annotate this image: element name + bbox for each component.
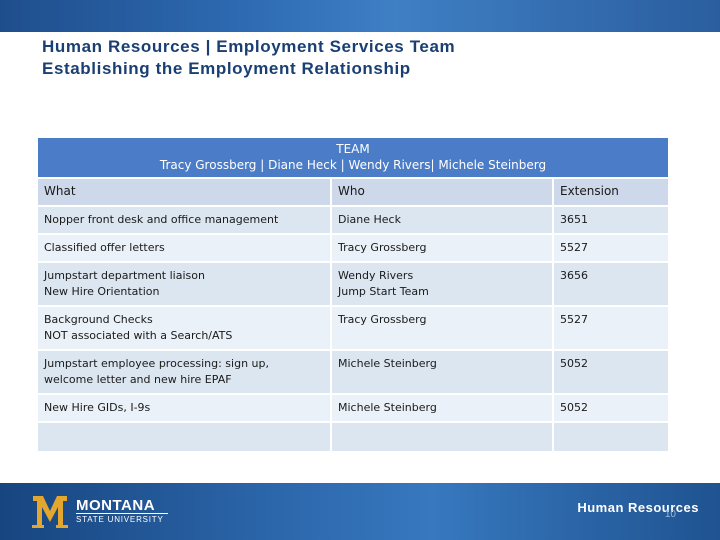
task-text: Jumpstart department liaison (44, 269, 205, 282)
column-header-who: Who (330, 177, 554, 207)
slide-title: Human Resources | Employment Services Te… (42, 36, 682, 80)
extension-cell: 5527 (551, 233, 671, 263)
extension-cell: 3651 (551, 205, 671, 235)
what-cell: Background Checks NOT associated with a S… (36, 305, 332, 351)
extension-value: 5052 (560, 357, 588, 370)
title-line-2: Establishing the Employment Relationship (42, 59, 411, 78)
extension-value: 5527 (560, 313, 588, 326)
team-members: Tracy Grossberg | Diane Heck | Wendy Riv… (159, 158, 547, 172)
who-cell: Wendy Rivers Jump Start Team (330, 261, 554, 307)
extension-value: 5527 (560, 241, 588, 254)
extension-cell: 5052 (551, 393, 671, 423)
task-text: NOT associated with a Search/ATS (44, 329, 233, 342)
what-cell: Classified offer letters (36, 233, 332, 263)
extension-value: 3656 (560, 269, 588, 282)
task-text: New Hire Orientation (44, 285, 160, 298)
extension-cell: 5527 (551, 305, 671, 351)
montana-state-m-logo-icon (32, 496, 68, 528)
staff-name: Wendy Rivers (338, 269, 414, 282)
who-cell: Michele Steinberg (330, 349, 554, 395)
bottom-banner (0, 483, 720, 540)
logo-subtitle: STATE UNIVERSITY (76, 515, 164, 524)
task-text: New Hire GIDs, I-9s (44, 401, 151, 414)
slide-number: 10 (664, 509, 676, 520)
table-row: New Hire GIDs, I-9s Michele Steinberg 5052 (36, 393, 671, 423)
column-header-extension: Extension (551, 177, 671, 207)
staff-name: Tracy Grossberg (338, 241, 427, 254)
top-banner (0, 0, 720, 32)
team-table: TEAM Tracy Grossberg | Diane Heck | Wend… (35, 136, 671, 453)
title-line-1: Human Resources | Employment Services Te… (42, 37, 456, 56)
task-text: Classified offer letters (44, 241, 165, 254)
table-row: Nopper front desk and office management D… (36, 205, 671, 235)
who-cell: Tracy Grossberg (330, 233, 554, 263)
column-header-row: What Who Extension (36, 177, 671, 207)
extension-cell: 3656 (551, 261, 671, 307)
staff-name: Michele Steinberg (338, 401, 437, 414)
team-header-title: TEAM (336, 142, 370, 156)
staff-name: Michele Steinberg (338, 357, 437, 370)
what-cell: Jumpstart employee processing: sign up, w… (36, 349, 332, 395)
footer-department-name: Human Resources (577, 500, 699, 515)
what-cell: Jumpstart department liaison New Hire Ori… (36, 261, 332, 307)
staff-name: Tracy Grossberg (338, 313, 427, 326)
table-row: Jumpstart department liaison New Hire Ori… (36, 261, 671, 307)
what-cell (36, 421, 332, 453)
table-row: Classified offer letters Tracy Grossberg 5… (36, 233, 671, 263)
who-cell: Michele Steinberg (330, 393, 554, 423)
table-row: Background Checks NOT associated with a S… (36, 305, 671, 351)
staff-name: Diane Heck (338, 213, 401, 226)
table-row: Jumpstart employee processing: sign up, w… (36, 349, 671, 395)
who-cell: Diane Heck (330, 205, 554, 235)
team-header-cell: TEAM Tracy Grossberg | Diane Heck | Wend… (35, 136, 671, 179)
extension-cell (551, 421, 671, 453)
extension-value: 5052 (560, 401, 588, 414)
task-text: Background Checks (44, 313, 153, 326)
task-text: Nopper front desk and office management (44, 213, 279, 226)
what-cell: New Hire GIDs, I-9s (36, 393, 332, 423)
staff-name: Jump Start Team (338, 285, 429, 298)
table-row (36, 421, 671, 453)
who-cell: Tracy Grossberg (330, 305, 554, 351)
what-cell: Nopper front desk and office management (36, 205, 332, 235)
team-header-row: TEAM Tracy Grossberg | Diane Heck | Wend… (35, 136, 671, 179)
column-header-what: What (36, 177, 332, 207)
logo-wordmark: MONTANA (76, 497, 156, 514)
task-text: welcome letter and new hire EPAF (44, 373, 232, 386)
extension-value: 3651 (560, 213, 588, 226)
task-text: Jumpstart employee processing: sign up, (44, 357, 269, 370)
logo-divider (76, 513, 168, 514)
extension-cell: 5052 (551, 349, 671, 395)
who-cell (330, 421, 554, 453)
